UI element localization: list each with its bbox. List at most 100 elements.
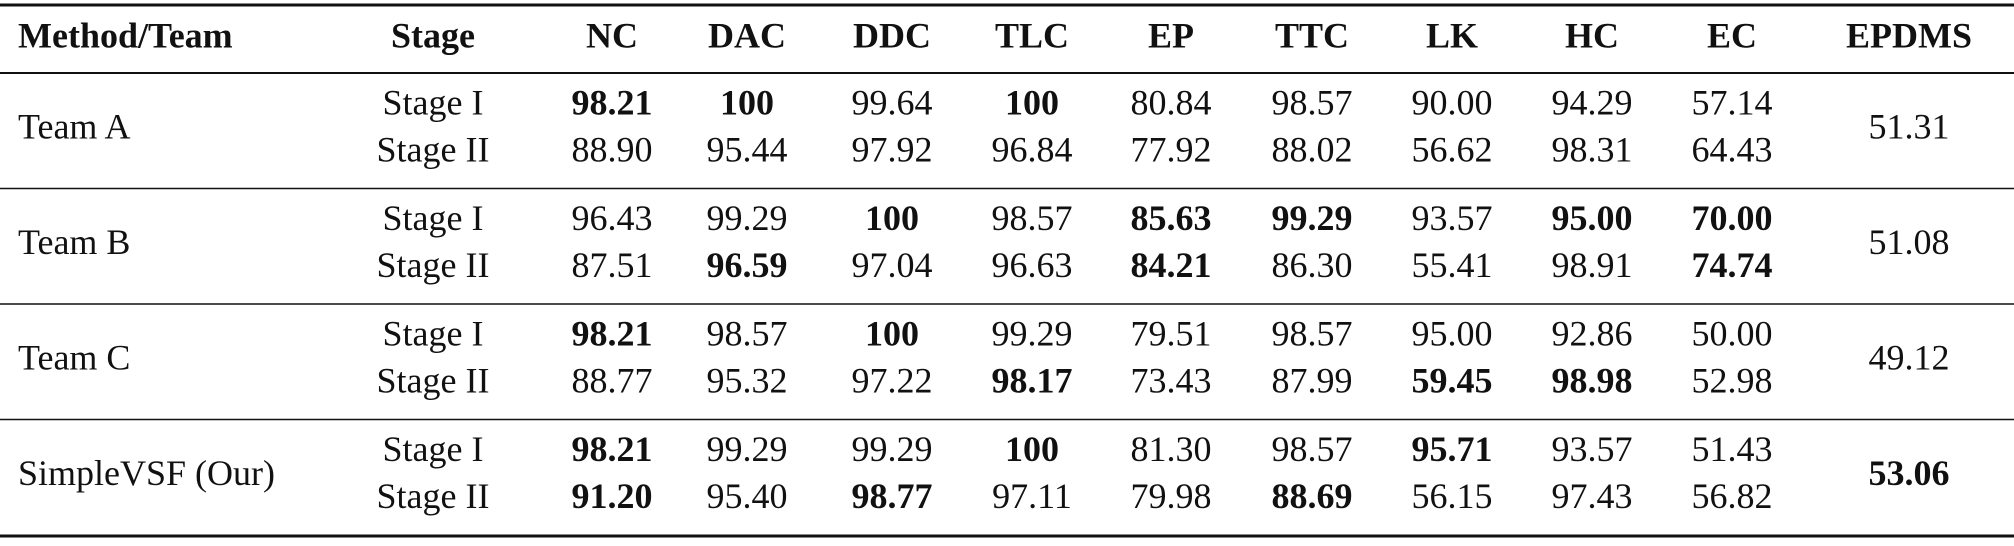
metric-value: 93.57	[1412, 198, 1493, 238]
epdms-value: 51.31	[1869, 106, 1950, 146]
metric-value: 98.21	[572, 313, 653, 353]
metric-value: 98.98	[1552, 360, 1633, 400]
stage-label: Stage I	[383, 198, 484, 238]
team-name: Team C	[18, 337, 130, 377]
metric-value: 88.77	[572, 360, 653, 400]
column-header: Stage	[391, 15, 475, 55]
metric-value: 74.74	[1692, 245, 1773, 285]
metric-value: 51.43	[1692, 429, 1773, 469]
stage-label: Stage II	[377, 129, 490, 169]
column-header: Method/Team	[18, 15, 233, 55]
metric-value: 87.99	[1272, 360, 1353, 400]
column-header: DAC	[708, 15, 786, 55]
epdms-value: 51.08	[1869, 222, 1950, 262]
column-header: EPDMS	[1846, 15, 1972, 55]
metric-value: 99.29	[707, 198, 788, 238]
metric-value: 90.00	[1412, 82, 1493, 122]
metric-value: 88.02	[1272, 129, 1353, 169]
metric-value: 100	[1005, 82, 1059, 122]
column-header: HC	[1565, 15, 1619, 55]
metric-value: 98.21	[572, 429, 653, 469]
metric-value: 70.00	[1692, 198, 1773, 238]
metric-value: 100	[865, 313, 919, 353]
metric-value: 56.62	[1412, 129, 1493, 169]
stage-label: Stage I	[383, 429, 484, 469]
metric-value: 96.43	[572, 198, 653, 238]
metric-value: 92.86	[1552, 313, 1633, 353]
metric-value: 96.84	[992, 129, 1073, 169]
metric-value: 99.64	[852, 82, 933, 122]
metric-value: 96.59	[707, 245, 788, 285]
metric-value: 97.04	[852, 245, 933, 285]
stage-label: Stage II	[377, 476, 490, 516]
column-header: EP	[1148, 15, 1194, 55]
metric-value: 98.31	[1552, 129, 1633, 169]
metric-value: 88.69	[1272, 476, 1353, 516]
metric-value: 100	[720, 82, 774, 122]
team-name: Team B	[18, 222, 130, 262]
metric-value: 100	[865, 198, 919, 238]
stage-label: Stage I	[383, 313, 484, 353]
team-name: SimpleVSF (Our)	[18, 453, 275, 493]
column-header: TTC	[1275, 15, 1349, 55]
metric-value: 99.29	[852, 429, 933, 469]
stage-label: Stage II	[377, 245, 490, 285]
metric-value: 98.57	[1272, 429, 1353, 469]
metric-value: 59.45	[1412, 360, 1493, 400]
metric-value: 97.92	[852, 129, 933, 169]
metric-value: 97.43	[1552, 476, 1633, 516]
metric-value: 88.90	[572, 129, 653, 169]
metric-value: 95.71	[1412, 429, 1493, 469]
metric-value: 91.20	[572, 476, 653, 516]
column-header: LK	[1426, 15, 1478, 55]
metric-value: 96.63	[992, 245, 1073, 285]
column-header: DDC	[853, 15, 931, 55]
metric-value: 95.00	[1412, 313, 1493, 353]
metric-value: 50.00	[1692, 313, 1773, 353]
metric-value: 98.17	[992, 360, 1073, 400]
metric-value: 79.51	[1131, 313, 1212, 353]
metric-value: 98.21	[572, 82, 653, 122]
metric-value: 86.30	[1272, 245, 1353, 285]
metric-value: 77.92	[1131, 129, 1212, 169]
metric-value: 98.57	[707, 313, 788, 353]
team-name: Team A	[18, 106, 130, 146]
metric-value: 99.29	[1272, 198, 1353, 238]
metric-value: 99.29	[707, 429, 788, 469]
metric-value: 79.98	[1131, 476, 1212, 516]
metric-value: 93.57	[1552, 429, 1633, 469]
metric-value: 98.57	[1272, 313, 1353, 353]
metric-value: 98.57	[1272, 82, 1353, 122]
metric-value: 57.14	[1692, 82, 1773, 122]
metric-value: 95.44	[707, 129, 788, 169]
column-header: EC	[1707, 15, 1757, 55]
metric-value: 100	[1005, 429, 1059, 469]
metric-value: 80.84	[1131, 82, 1212, 122]
metric-value: 97.22	[852, 360, 933, 400]
metric-value: 56.82	[1692, 476, 1773, 516]
stage-label: Stage I	[383, 82, 484, 122]
column-header: NC	[586, 15, 638, 55]
metric-value: 99.29	[992, 313, 1073, 353]
epdms-value: 49.12	[1869, 337, 1950, 377]
metric-value: 98.91	[1552, 245, 1633, 285]
metric-value: 55.41	[1412, 245, 1493, 285]
column-header: TLC	[995, 15, 1069, 55]
stage-label: Stage II	[377, 360, 490, 400]
metric-value: 87.51	[572, 245, 653, 285]
metric-value: 98.57	[992, 198, 1073, 238]
metric-value: 95.00	[1552, 198, 1633, 238]
metric-value: 84.21	[1131, 245, 1212, 285]
metric-value: 95.32	[707, 360, 788, 400]
metric-value: 56.15	[1412, 476, 1493, 516]
metric-value: 73.43	[1131, 360, 1212, 400]
metric-value: 52.98	[1692, 360, 1773, 400]
epdms-value: 53.06	[1869, 453, 1950, 493]
metric-value: 81.30	[1131, 429, 1212, 469]
metric-value: 64.43	[1692, 129, 1773, 169]
metric-value: 85.63	[1131, 198, 1212, 238]
metric-value: 98.77	[852, 476, 933, 516]
metric-value: 95.40	[707, 476, 788, 516]
